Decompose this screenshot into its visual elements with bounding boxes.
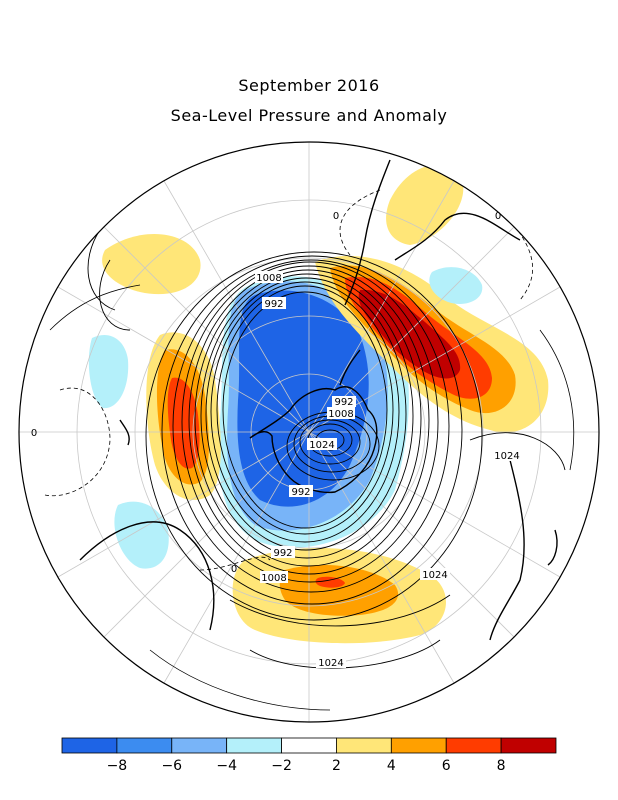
antarctica-coast [249,386,378,494]
legend-swatch [171,737,228,754]
contour-label: 1024 [422,570,447,581]
legend-swatch [116,737,173,754]
contour-label: 1024 [318,658,343,669]
africa-coast [489,459,525,641]
positive-anomaly-northwest [102,233,201,295]
legend-tick-label: −6 [161,758,182,774]
negative-anomaly-southwest-small [114,501,169,569]
graticule [19,142,599,722]
contour-labels: 1008 992 1008 992 1024 992 992 1008 1024… [31,211,522,669]
zero-anomaly-contours [44,189,534,571]
contour-label: 0 [495,211,501,222]
map-disk [19,142,599,722]
australia-coast [79,521,215,631]
contour-label: 1008 [256,273,281,284]
negative-anomaly-west-small [88,334,129,409]
contour-label: 1024 [494,451,519,462]
contour-label: 0 [231,564,237,575]
legend-tick-label: −8 [107,758,128,774]
map-border [18,141,600,723]
south-america-coast [344,159,391,306]
contour-label: 992 [273,548,292,559]
contour-label: 1024 [309,440,334,451]
legend-swatch [61,737,118,754]
legend-swatches [61,737,557,754]
legend-swatch [500,737,557,754]
legend-ticks: −8 −6 −4 −2 2 4 6 8 [107,758,506,774]
legend-swatch [390,737,447,754]
legend-swatch [336,737,392,754]
legend-tick-label: −4 [216,758,237,774]
positive-anomaly-south-core [315,576,345,588]
legend-tick-label: 2 [332,758,341,774]
madagascar-coast [547,529,558,566]
contour-label: 0 [333,211,339,222]
positive-anomaly-west-strong [167,377,200,469]
contour-label: 1008 [261,573,286,584]
chart-subtitle: Sea-Level Pressure and Anomaly [170,106,448,125]
outer-contours [49,284,575,711]
pressure-contours [87,229,566,669]
south-america-east-coast [394,212,521,261]
antarctic-peninsula [339,349,361,386]
legend-tick-label: 4 [387,758,396,774]
positive-anomaly-northeast [386,164,464,245]
new-zealand-coast [119,419,130,446]
contour-label: 992 [334,397,353,408]
contour-label: 1008 [328,409,353,420]
contour-label: 0 [31,428,37,439]
negative-anomaly-core [237,290,369,507]
chart-title: September 2016 [238,76,380,95]
legend-swatch [445,737,502,754]
legend-swatch [281,737,337,754]
contour-label: 992 [291,487,310,498]
contour-label: 992 [264,299,283,310]
legend-swatch [226,737,282,754]
coastlines [79,159,558,641]
legend-tick-label: 6 [442,758,451,774]
positive-anomaly-east-core [358,289,461,379]
legend-tick-label: 8 [497,758,506,774]
legend-tick-label: −2 [271,758,292,774]
